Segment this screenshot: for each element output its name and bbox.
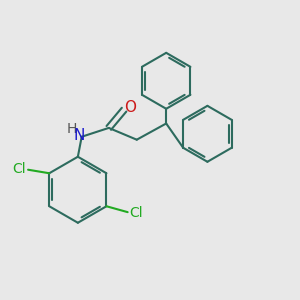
Text: H: H — [67, 122, 77, 136]
Text: Cl: Cl — [130, 206, 143, 220]
Text: Cl: Cl — [12, 162, 26, 176]
Text: O: O — [124, 100, 136, 115]
Text: N: N — [73, 128, 84, 143]
